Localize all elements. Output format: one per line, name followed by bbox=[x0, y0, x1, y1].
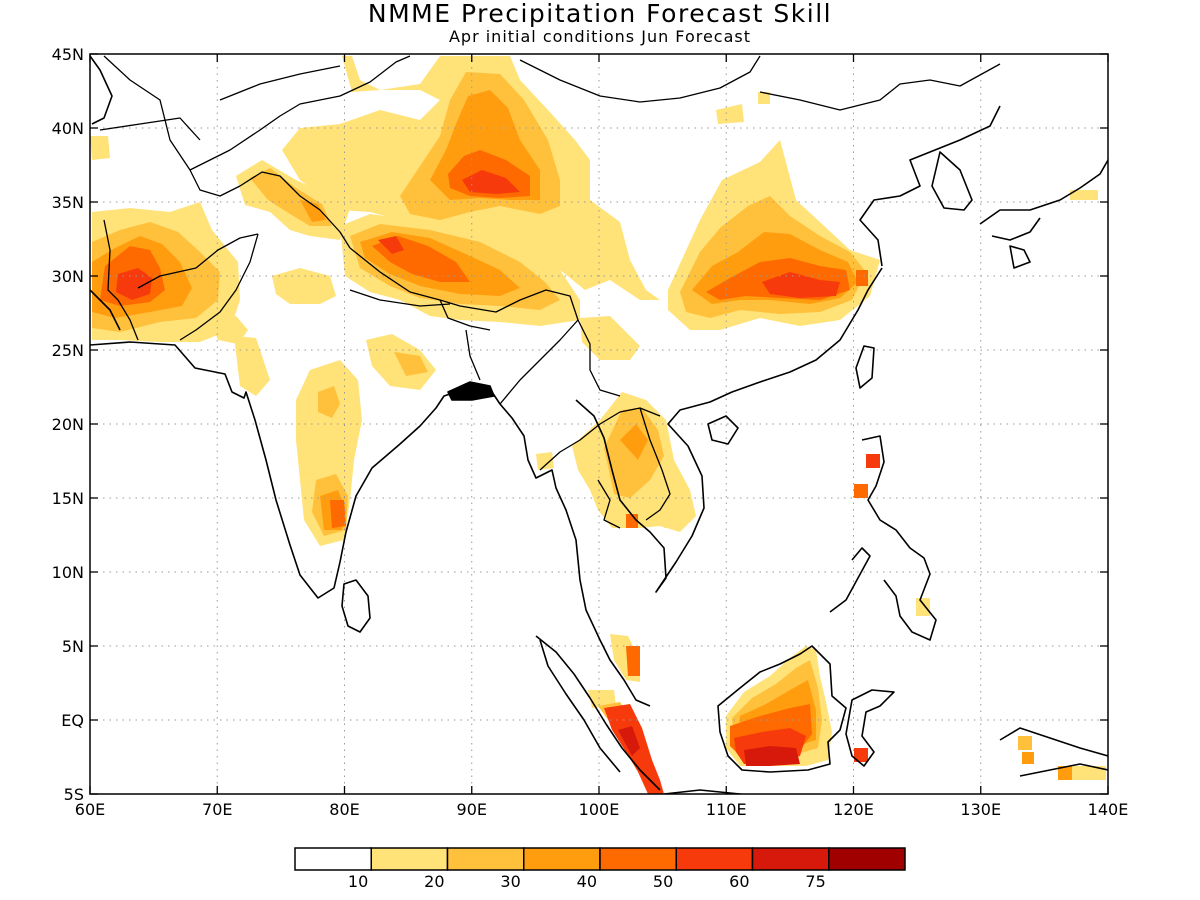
y-tick-label: 5S bbox=[64, 785, 84, 804]
x-tick-label: 120E bbox=[833, 800, 874, 819]
y-tick-label: 5N bbox=[62, 637, 84, 656]
colorbar-label: 10 bbox=[348, 872, 368, 891]
colorbar-swatch bbox=[828, 847, 906, 871]
y-tick-label: 45N bbox=[52, 45, 84, 64]
colorbar-swatch bbox=[446, 847, 525, 871]
colorbar-swatch bbox=[370, 847, 449, 871]
x-tick-label: 70E bbox=[202, 800, 232, 819]
y-tick-label: 40N bbox=[52, 119, 84, 138]
skill-blob-philippines bbox=[854, 454, 880, 498]
x-tick-label: 140E bbox=[1088, 800, 1129, 819]
longitude-labels: 60E 70E 80E 90E 100E 110E 120E 130E 140E bbox=[75, 800, 1129, 819]
y-tick-label: 30N bbox=[52, 267, 84, 286]
x-tick-label: 90E bbox=[457, 800, 487, 819]
colorbar-swatch bbox=[751, 847, 830, 871]
colorbar: 10 20 30 40 50 60 75 bbox=[294, 847, 906, 891]
colorbar-swatch bbox=[294, 847, 372, 871]
x-tick-label: 130E bbox=[960, 800, 1001, 819]
colorbar-label: 20 bbox=[424, 872, 444, 891]
x-tick-label: 110E bbox=[706, 800, 747, 819]
x-tick-label: 60E bbox=[75, 800, 105, 819]
colorbar-label: 75 bbox=[805, 872, 825, 891]
x-tick-label: 80E bbox=[329, 800, 359, 819]
y-tick-label: 15N bbox=[52, 489, 84, 508]
skill-blob-yangtze bbox=[668, 140, 880, 330]
colorbar-swatch bbox=[523, 847, 601, 871]
colorbar-swatch bbox=[675, 847, 754, 871]
y-tick-label: 10N bbox=[52, 563, 84, 582]
skill-blob-southwest-asia bbox=[92, 202, 240, 342]
x-tick-label: 100E bbox=[579, 800, 620, 819]
y-tick-label: 25N bbox=[52, 341, 84, 360]
axis-ticks bbox=[89, 53, 1109, 795]
skill-shading bbox=[90, 56, 1106, 794]
latitude-labels: 5S EQ 5N 10N 15N 20N 25N 30N 35N 40N 45N bbox=[52, 45, 84, 804]
skill-blob-indochina bbox=[572, 392, 696, 532]
skill-blob-new-guinea bbox=[1018, 736, 1106, 780]
y-tick-label: 20N bbox=[52, 415, 84, 434]
y-tick-label: EQ bbox=[61, 711, 84, 730]
lat-lon-gridlines bbox=[90, 54, 1108, 794]
skill-blob-himalaya bbox=[340, 214, 580, 326]
skill-blob-karakoram bbox=[236, 160, 350, 240]
colorbar-label: 40 bbox=[577, 872, 597, 891]
skill-blob-tibetan-plateau bbox=[282, 56, 660, 300]
coastlines bbox=[90, 55, 1108, 794]
y-tick-label: 35N bbox=[52, 193, 84, 212]
country-borders bbox=[99, 55, 1001, 529]
map-title: NMME Precipitation Forecast Skill bbox=[367, 0, 833, 28]
colorbar-swatch bbox=[599, 847, 677, 871]
colorbar-label: 60 bbox=[729, 872, 749, 891]
skill-blob-scattered bbox=[90, 92, 1098, 616]
colorbar-label: 30 bbox=[500, 872, 520, 891]
skill-blob-borneo bbox=[726, 646, 868, 766]
colorbar-label: 50 bbox=[653, 872, 673, 891]
map-subtitle: Apr initial conditions Jun Forecast bbox=[448, 27, 752, 46]
skill-blob-india bbox=[296, 360, 362, 546]
